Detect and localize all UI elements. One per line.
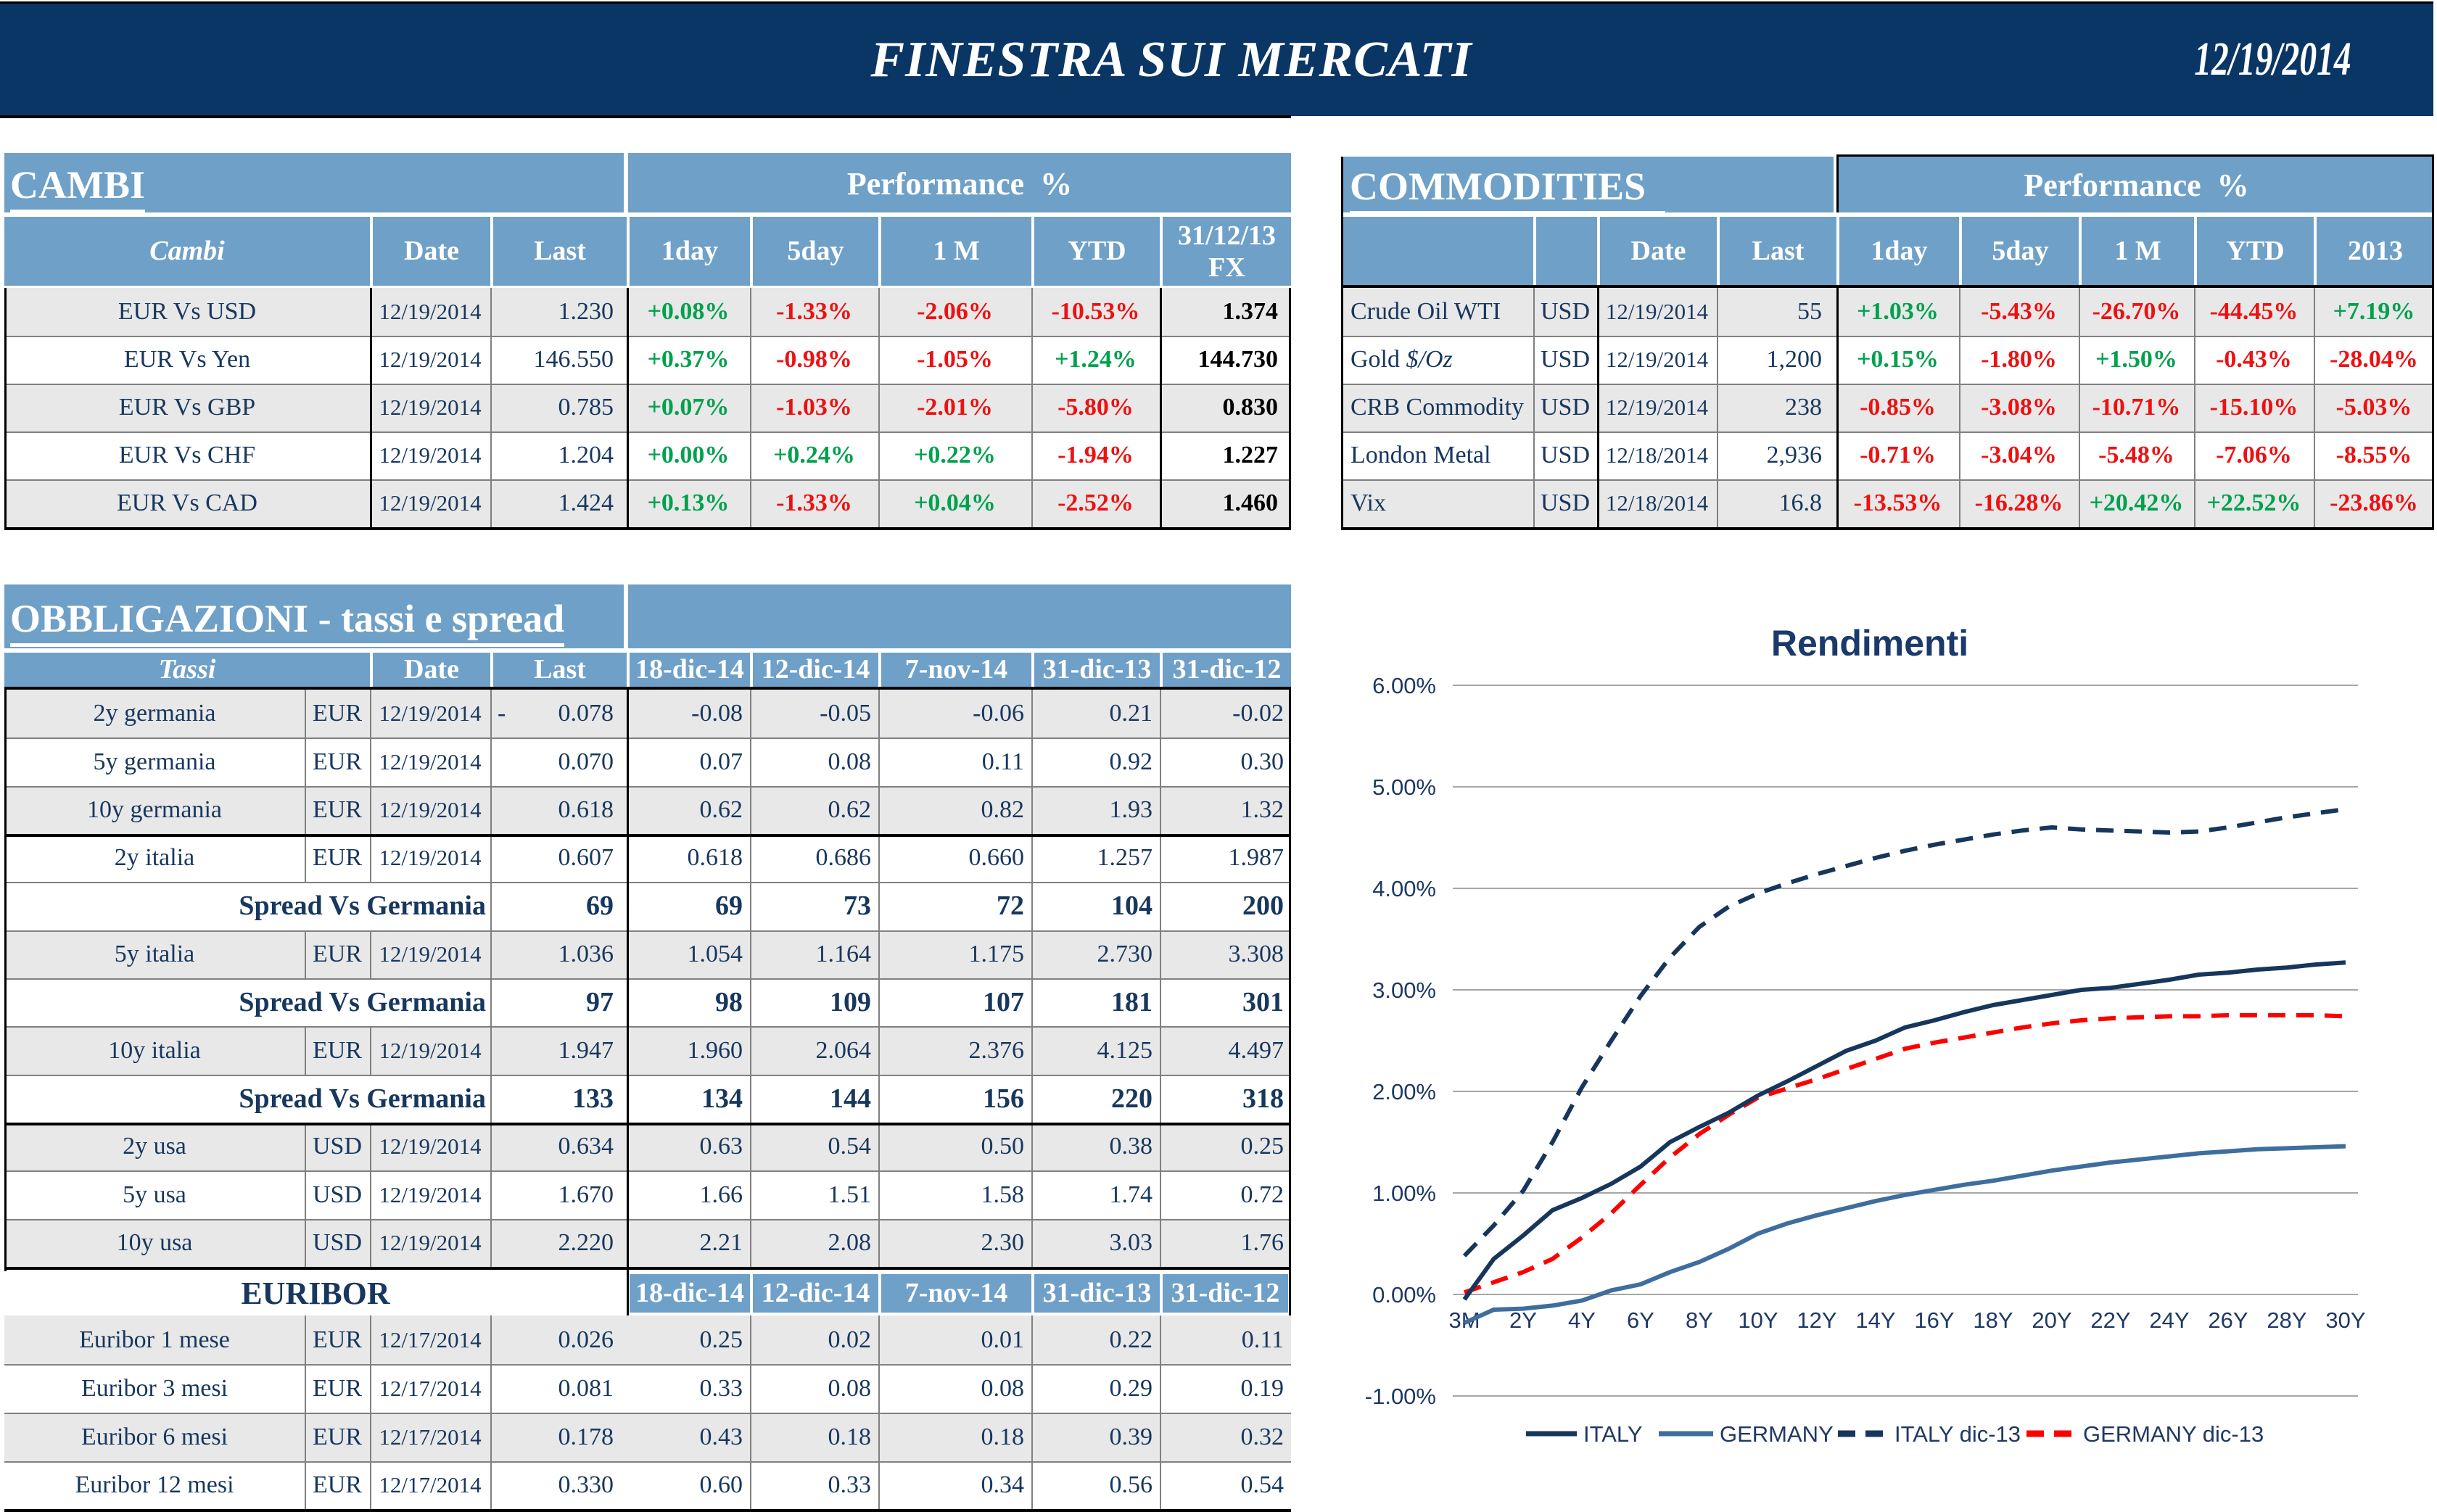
svg-text:30Y: 30Y bbox=[2325, 1307, 2365, 1333]
svg-text:GERMANY: GERMANY bbox=[1720, 1421, 1834, 1447]
svg-text:26Y: 26Y bbox=[2208, 1307, 2248, 1333]
svg-text:GERMANY dic-13: GERMANY dic-13 bbox=[2083, 1421, 2264, 1447]
svg-text:4Y: 4Y bbox=[1568, 1307, 1596, 1333]
svg-text:0.00%: 0.00% bbox=[1372, 1282, 1436, 1307]
svg-text:20Y: 20Y bbox=[2032, 1307, 2071, 1333]
svg-text:5.00%: 5.00% bbox=[1372, 774, 1436, 800]
svg-text:2Y: 2Y bbox=[1509, 1307, 1537, 1333]
svg-text:Rendimenti: Rendimenti bbox=[1771, 623, 1968, 664]
svg-text:16Y: 16Y bbox=[1914, 1307, 1954, 1333]
svg-text:18Y: 18Y bbox=[1973, 1307, 2013, 1333]
svg-text:2.00%: 2.00% bbox=[1372, 1079, 1436, 1104]
svg-text:28Y: 28Y bbox=[2267, 1307, 2306, 1333]
svg-text:ITALY: ITALY bbox=[1583, 1421, 1643, 1447]
svg-text:12Y: 12Y bbox=[1797, 1307, 1836, 1333]
svg-text:3.00%: 3.00% bbox=[1372, 978, 1436, 1003]
svg-text:8Y: 8Y bbox=[1686, 1307, 1713, 1333]
svg-text:6.00%: 6.00% bbox=[1372, 673, 1436, 698]
svg-text:24Y: 24Y bbox=[2149, 1307, 2189, 1333]
svg-text:-1.00%: -1.00% bbox=[1365, 1384, 1436, 1409]
svg-text:10Y: 10Y bbox=[1738, 1307, 1778, 1333]
svg-text:14Y: 14Y bbox=[1855, 1307, 1895, 1333]
svg-text:4.00%: 4.00% bbox=[1372, 876, 1436, 901]
svg-text:22Y: 22Y bbox=[2090, 1307, 2130, 1333]
svg-text:ITALY dic-13: ITALY dic-13 bbox=[1894, 1421, 2021, 1447]
svg-text:1.00%: 1.00% bbox=[1372, 1181, 1436, 1206]
svg-text:6Y: 6Y bbox=[1627, 1307, 1654, 1333]
